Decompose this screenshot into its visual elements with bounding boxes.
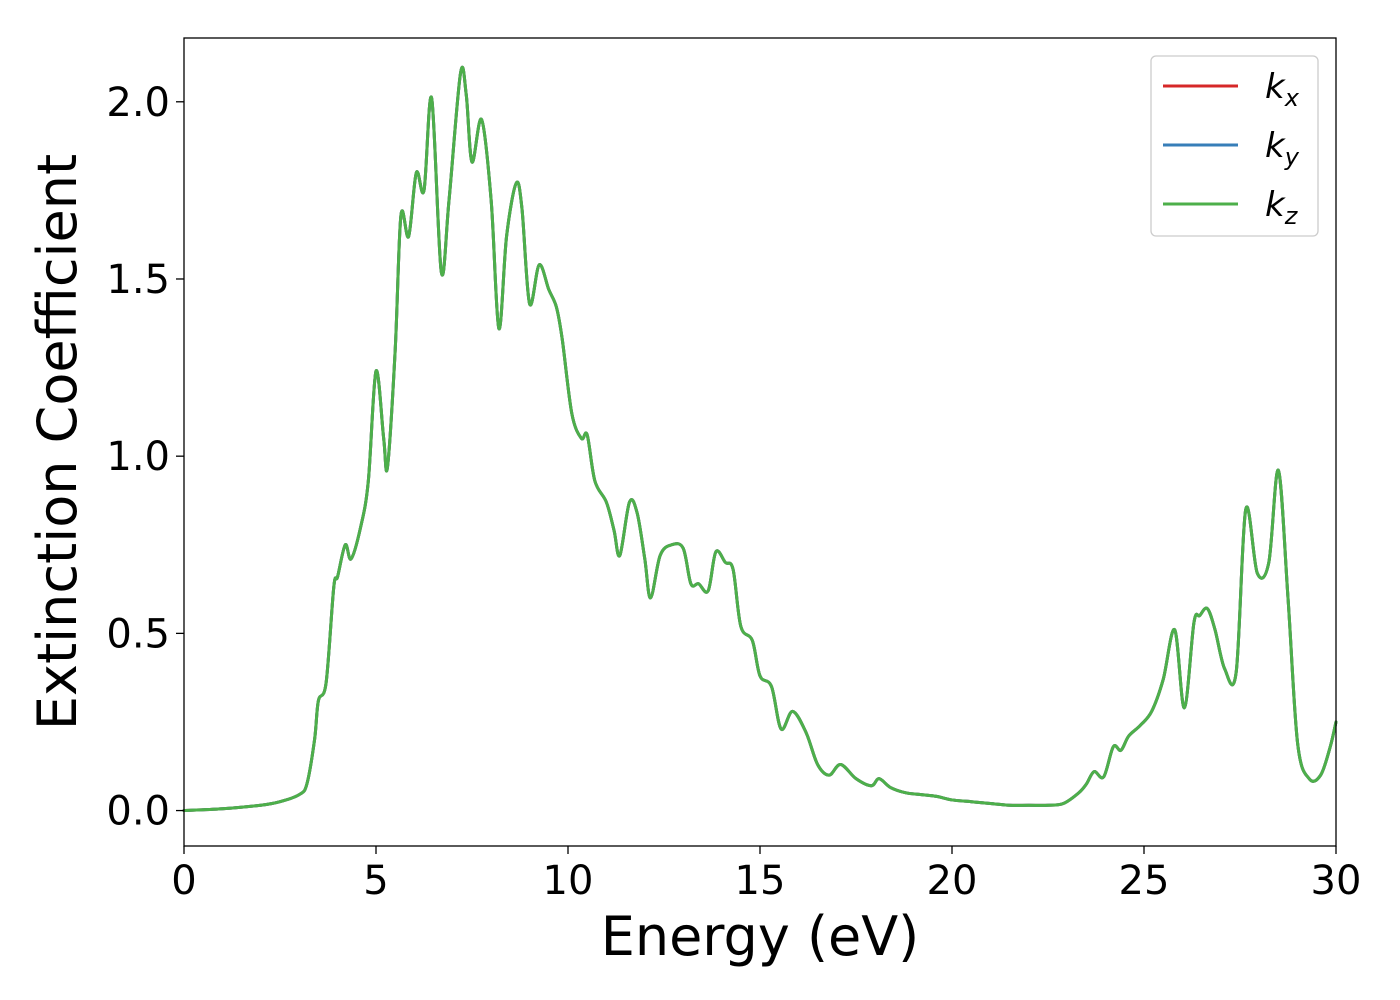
legend-label-y: ky xyxy=(1265,126,1300,171)
y-tick-label: 0.0 xyxy=(106,789,170,835)
y-tick-label: 1.0 xyxy=(106,434,170,480)
x-tick-label: 20 xyxy=(927,858,978,904)
legend-label-x: kx xyxy=(1265,67,1300,112)
x-tick-label: 25 xyxy=(1119,858,1170,904)
x-tick-label: 0 xyxy=(171,858,196,904)
y-tick-label: 1.5 xyxy=(106,257,170,303)
x-axis-ticks: 0 5 10 15 20 25 30 xyxy=(171,846,1361,904)
series-line-z xyxy=(182,65,1338,813)
x-tick-label: 5 xyxy=(363,858,388,904)
y-tick-label: 0.5 xyxy=(106,611,170,657)
legend: kx ky kz xyxy=(1150,55,1319,237)
y-tick-label: 2.0 xyxy=(106,80,170,126)
x-tick-label: 30 xyxy=(1311,858,1362,904)
x-axis-label: Energy (eV) xyxy=(601,905,920,968)
y-axis-ticks: 0.0 0.5 1.0 1.5 2.0 xyxy=(106,80,184,835)
legend-label-z: kz xyxy=(1265,185,1299,230)
y-axis-label: Extinction Coefficient xyxy=(26,154,89,730)
x-tick-label: 10 xyxy=(543,858,594,904)
x-tick-label: 15 xyxy=(735,858,786,904)
series-layer xyxy=(182,65,1338,813)
